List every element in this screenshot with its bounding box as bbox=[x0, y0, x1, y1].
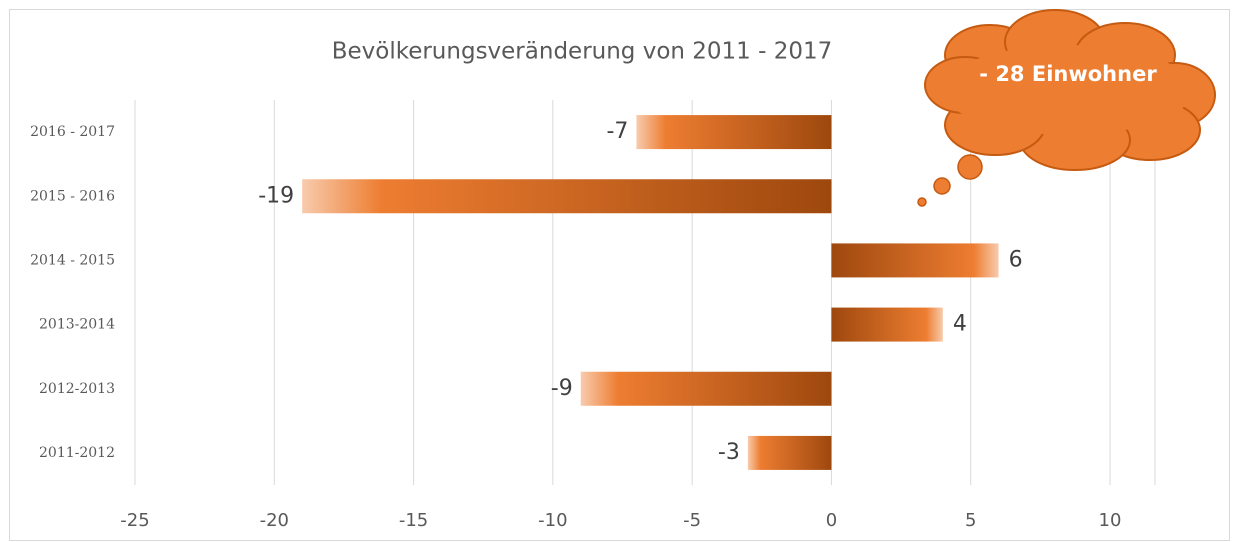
y-tick-label: 2016 - 2017 bbox=[30, 124, 115, 140]
bar bbox=[748, 436, 832, 470]
y-tick-label: 2012-2013 bbox=[39, 381, 115, 397]
x-tick-label: -15 bbox=[399, 510, 428, 531]
value-label: -3 bbox=[718, 440, 740, 465]
bar bbox=[581, 372, 832, 406]
y-tick-label: 2015 - 2016 bbox=[30, 188, 115, 204]
x-tick-label: -10 bbox=[538, 510, 567, 531]
chart-title: Bevölkerungsveränderung von 2011 - 2017 bbox=[332, 39, 833, 65]
chart: Bevölkerungsveränderung von 2011 - 2017 … bbox=[0, 0, 1239, 542]
x-tick-label: -20 bbox=[260, 510, 289, 531]
value-label: -9 bbox=[551, 376, 573, 401]
annotation: - 28 Einwohner bbox=[979, 62, 1157, 86]
x-tick-label: -25 bbox=[120, 510, 149, 531]
bar bbox=[831, 243, 998, 277]
x-tick-label: 5 bbox=[965, 510, 976, 531]
bar bbox=[302, 179, 831, 213]
x-tick-label: -5 bbox=[683, 510, 701, 531]
value-label: -19 bbox=[258, 183, 294, 208]
x-tick-label: 10 bbox=[1099, 510, 1122, 531]
value-label: 6 bbox=[1009, 247, 1023, 272]
bar bbox=[636, 115, 831, 149]
y-tick-label: 2014 - 2015 bbox=[30, 252, 115, 268]
value-label: 4 bbox=[953, 312, 967, 337]
bar bbox=[831, 308, 942, 342]
y-tick-label: 2013-2014 bbox=[39, 317, 115, 333]
value-label: -7 bbox=[606, 119, 628, 144]
y-tick-label: 2011-2012 bbox=[39, 445, 115, 461]
x-tick-label: 0 bbox=[826, 510, 837, 531]
